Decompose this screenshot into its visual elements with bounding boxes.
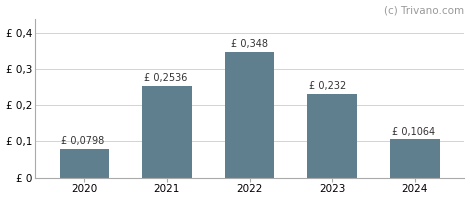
Bar [390, 139, 439, 178]
Text: £ 0,0798: £ 0,0798 [61, 136, 104, 146]
Bar [60, 149, 109, 178]
Text: (c) Trivano.com: (c) Trivano.com [384, 5, 464, 15]
Bar [142, 86, 192, 178]
Text: £ 0,1064: £ 0,1064 [392, 127, 435, 137]
Text: £ 0,232: £ 0,232 [309, 81, 346, 91]
Text: £ 0,348: £ 0,348 [231, 39, 268, 49]
Text: £ 0,2536: £ 0,2536 [144, 73, 187, 83]
Bar [225, 52, 274, 178]
Bar [307, 94, 357, 178]
